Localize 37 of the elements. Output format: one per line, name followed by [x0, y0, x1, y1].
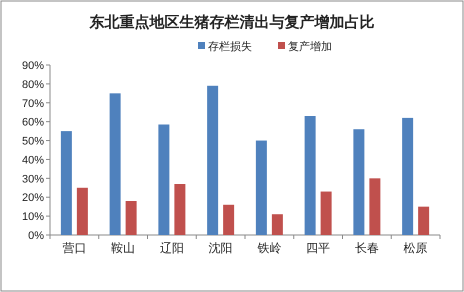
legend-label: 存栏损失 — [208, 40, 252, 53]
bar — [320, 192, 332, 235]
bar — [126, 201, 137, 235]
bar — [256, 140, 267, 235]
x-tick-label: 辽阳 — [160, 241, 184, 255]
x-tick-label: 长春 — [354, 241, 379, 255]
bar — [304, 116, 316, 235]
bar — [418, 206, 430, 235]
y-tick-label: 30% — [22, 173, 44, 186]
bar — [60, 131, 72, 235]
y-tick-label: 10% — [22, 211, 44, 224]
x-tick-label: 鞍山 — [111, 241, 136, 255]
y-tick-label: 40% — [22, 154, 44, 166]
y-tick-label: 70% — [22, 98, 44, 110]
y-tick-label: 60% — [22, 116, 44, 129]
bar — [207, 86, 218, 235]
legend-label: 复产增加 — [288, 40, 332, 53]
bar — [272, 214, 283, 235]
y-tick-label: 80% — [22, 78, 44, 91]
chart-title: 东北重点地区生猪存栏清出与复产增加占比 — [88, 13, 374, 31]
x-tick-label: 松原 — [404, 241, 428, 255]
bar — [402, 118, 414, 235]
bar — [353, 129, 364, 235]
y-tick-label: 90% — [22, 60, 44, 72]
bar — [110, 93, 121, 235]
bar — [76, 188, 88, 235]
bar — [369, 178, 380, 235]
y-tick-label: 50% — [22, 136, 44, 148]
bar — [223, 204, 234, 235]
x-tick-label: 沈阳 — [208, 241, 233, 255]
x-tick-label: 营口 — [62, 241, 86, 255]
bar — [174, 184, 186, 235]
bar — [158, 124, 170, 235]
x-tick-label: 四平 — [306, 241, 330, 255]
y-tick-label: 0% — [28, 230, 44, 242]
y-tick-label: 20% — [22, 192, 44, 204]
x-tick-label: 铁岭 — [256, 241, 282, 255]
